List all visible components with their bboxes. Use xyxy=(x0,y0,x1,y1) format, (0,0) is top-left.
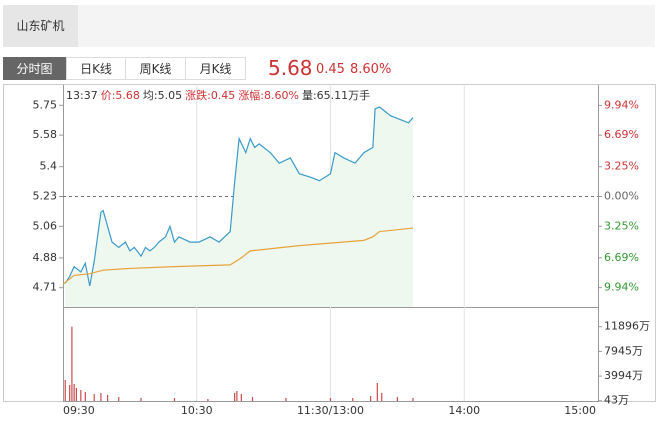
y-tick-label: 4.88 xyxy=(33,251,58,264)
volume-bar xyxy=(285,398,287,401)
volume-bar xyxy=(207,399,209,401)
x-tick-label: 10:30 xyxy=(181,404,213,417)
volume-bar xyxy=(118,397,120,401)
volume-bar xyxy=(352,398,354,401)
info-item: 量:65.11万手 xyxy=(301,89,371,102)
volume-bar xyxy=(140,398,142,401)
tab[interactable]: 周K线 xyxy=(125,57,186,80)
info-item: 价:5.68 xyxy=(100,89,140,102)
volume-bar xyxy=(100,393,102,401)
y2-tick-label: 6.69% xyxy=(604,128,639,141)
info-item: 均:5.05 xyxy=(142,89,183,102)
quote-change: 0.45 xyxy=(316,62,345,77)
top-bar: 山东矿机 xyxy=(3,5,655,47)
volume-bar xyxy=(106,395,109,401)
volume-bar xyxy=(396,397,398,401)
series-line xyxy=(64,106,414,287)
y-tick-label: 5.4 xyxy=(40,160,58,173)
y2-tick-label: 0.00% xyxy=(604,190,639,203)
volume-bar xyxy=(234,393,236,401)
volume-bar xyxy=(93,394,95,401)
x-tick-label: 14:00 xyxy=(448,404,480,417)
x-tick-label: 09:30 xyxy=(63,404,95,417)
x-tick-label: 11:30/13:00 xyxy=(297,404,364,417)
volume-bar xyxy=(240,394,242,401)
y2-tick-label: 3994万 xyxy=(604,369,643,382)
y2-tick-label: 11896万 xyxy=(604,320,650,333)
y2-tick-label: 9.94% xyxy=(604,98,639,111)
y2-tick-label: 3.25% xyxy=(604,160,639,173)
volume-bar xyxy=(71,326,73,401)
quote-change-pct: 8.60% xyxy=(350,62,392,77)
info-item: 涨跌:0.45 xyxy=(185,89,236,102)
series-line xyxy=(62,227,414,285)
volume-bar xyxy=(80,390,82,401)
tab[interactable]: 日K线 xyxy=(66,57,126,80)
y2-tick-label: 9.94% xyxy=(604,281,639,294)
volume-bar xyxy=(73,384,75,401)
y-tick-label: 5.23 xyxy=(33,190,58,203)
y-tick-label: 5.06 xyxy=(33,219,58,232)
tab[interactable]: 月K线 xyxy=(185,57,246,80)
info-item: 涨幅:8.60% xyxy=(238,89,299,102)
price-area xyxy=(65,107,413,307)
volume-bar xyxy=(236,391,238,401)
y-tick-label: 5.58 xyxy=(33,128,58,141)
info-line: 13:37 价:5.68 均:5.05 涨跌:0.45 涨幅:8.60% 量:65.11万… xyxy=(66,87,373,103)
x-tick-label: 15:00 xyxy=(564,404,596,417)
volume-bar xyxy=(75,388,77,401)
stock-tab[interactable]: 山东矿机 xyxy=(3,5,78,47)
y-tick-label: 4.71 xyxy=(33,281,58,294)
volume-bar xyxy=(84,392,86,401)
volume-bar xyxy=(381,393,383,401)
quote-price: 5.68 xyxy=(268,56,313,80)
volume-bar xyxy=(64,380,66,401)
y-tick-label: 5.75 xyxy=(33,98,58,111)
volume-bar xyxy=(173,398,176,401)
volume-bar xyxy=(370,396,372,401)
volume-bar xyxy=(376,383,378,401)
volume-bar xyxy=(329,398,332,401)
tab[interactable]: 分时图 xyxy=(3,57,66,80)
volume-bar xyxy=(69,385,71,401)
y2-tick-label: 7945万 xyxy=(604,344,643,357)
y2-tick-label: 6.69% xyxy=(604,251,639,264)
y2-tick-label: 43万 xyxy=(604,394,629,407)
y2-tick-label: 3.25% xyxy=(604,219,639,232)
info-item: 13:37 xyxy=(66,89,98,102)
volume-bar xyxy=(251,397,254,401)
volume-bar xyxy=(412,398,414,401)
